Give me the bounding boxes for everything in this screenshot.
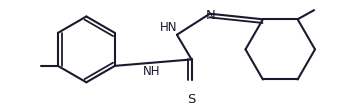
Text: NH: NH xyxy=(143,65,160,78)
Text: HN: HN xyxy=(160,21,177,34)
Text: S: S xyxy=(187,93,196,106)
Text: N: N xyxy=(206,9,216,22)
